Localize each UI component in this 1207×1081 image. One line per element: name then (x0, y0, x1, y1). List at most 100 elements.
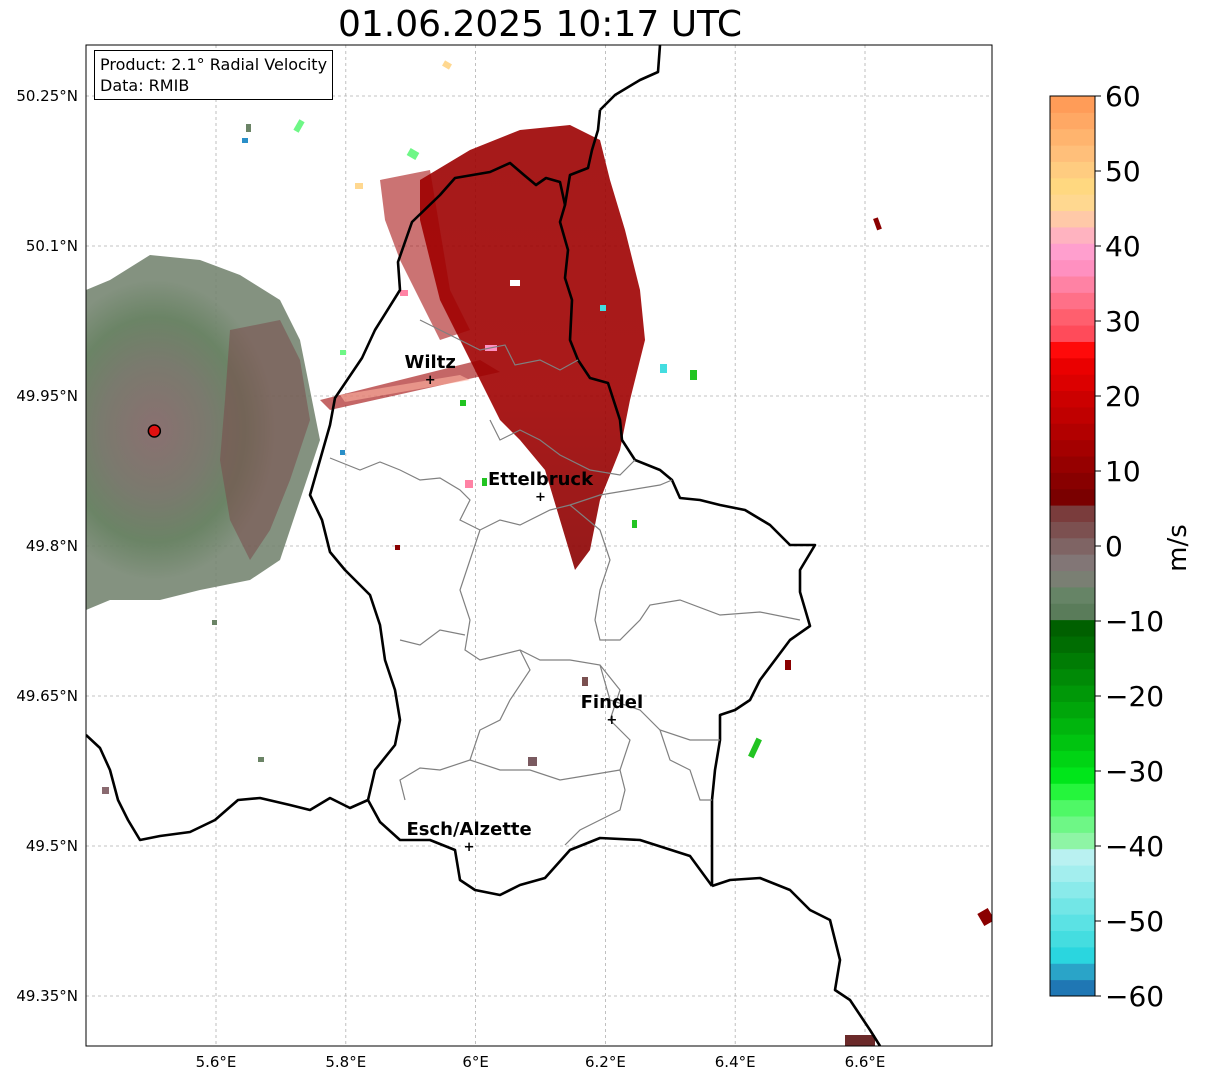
border-germany-france (711, 876, 882, 1046)
colorbar-tick-label: −10 (1105, 605, 1164, 638)
lat-tick-label: 50.25°N (16, 87, 78, 105)
colorbar-segment (1050, 717, 1095, 735)
colorbar-segment (1050, 914, 1095, 932)
colorbar-tick-label: 10 (1105, 455, 1141, 488)
data-source-line: Data: RMIB (100, 76, 190, 95)
colorbar-segment (1050, 488, 1095, 506)
city-labels: +Wiltz+Ettelbruck+Findel+Esch/Alzette (405, 352, 644, 855)
colorbar-tick-label: 0 (1105, 530, 1123, 563)
colorbar-segment (1050, 521, 1095, 539)
colorbar-segment (1050, 472, 1095, 490)
colorbar-segment (1050, 586, 1095, 604)
storm-area-north (420, 125, 645, 570)
radar-site-marker (147, 424, 162, 438)
colorbar-segment (1050, 652, 1095, 670)
colorbar-segment (1050, 210, 1095, 228)
lat-tick-label: 50.1°N (26, 237, 78, 255)
lat-tick-label: 49.35°N (16, 987, 78, 1005)
colorbar-segment (1050, 96, 1095, 113)
lon-tick-label: 6.2°E (585, 1053, 626, 1071)
lon-tick-label: 6.6°E (845, 1053, 886, 1071)
colorbar-segment (1050, 259, 1095, 277)
colorbar-segment (1050, 325, 1095, 342)
colorbar-tick-label: 20 (1105, 380, 1141, 413)
plot-frame (85, 44, 993, 1047)
colorbar-segment (1050, 881, 1095, 899)
colorbar-segment (1050, 112, 1095, 130)
colorbar-segment (1050, 505, 1095, 522)
lon-tick-label: 6°E (462, 1053, 489, 1071)
colorbar-segment (1050, 865, 1095, 882)
latitude-tick-labels: 50.25°N 50.1°N 49.95°N 49.8°N 49.65°N 49.5°N 4… (16, 87, 78, 1005)
city-label: Esch/Alzette (406, 819, 531, 840)
city-marker: + (535, 490, 546, 505)
colorbar-segment (1050, 177, 1095, 195)
colorbar-segment (1050, 292, 1095, 310)
lat-tick-label: 49.8°N (26, 537, 78, 555)
colorbar-segment (1050, 603, 1095, 621)
map-title: 01.06.2025 10:17 UTC (337, 4, 743, 45)
country-borders (86, 45, 882, 1046)
colorbar-segment (1050, 734, 1095, 752)
colorbar-segment (1050, 406, 1095, 424)
city-label: Findel (581, 692, 644, 713)
colorbar-segment (1050, 128, 1095, 146)
colorbar-segment (1050, 161, 1095, 179)
colorbar-segment (1050, 423, 1095, 441)
storm-area-west (380, 170, 470, 340)
lat-tick-label: 49.95°N (16, 387, 78, 405)
colorbar-segment (1050, 668, 1095, 686)
colorbar-tick-label: 60 (1105, 80, 1141, 113)
colorbar-unit-label: m/s (1163, 524, 1193, 572)
colorbar-segment (1050, 276, 1095, 293)
colorbar-segment (1050, 390, 1095, 408)
colorbar-segment (1050, 374, 1095, 392)
lat-tick-label: 49.5°N (26, 837, 78, 855)
colorbar-segment (1050, 701, 1095, 719)
colorbar-segment (1050, 308, 1095, 326)
colorbar-segment (1050, 570, 1095, 588)
city-label: Wiltz (405, 352, 456, 373)
border-lux-belgium (308, 161, 817, 886)
colorbar-segment (1050, 341, 1095, 359)
colorbar-segment (1050, 963, 1095, 981)
colorbar-segment (1050, 357, 1095, 375)
colorbar-segment (1050, 930, 1095, 948)
colorbar-segment (1050, 946, 1095, 964)
colorbar-tick-label: 40 (1105, 230, 1141, 263)
city-marker: + (425, 373, 436, 388)
colorbar-tick-label: −50 (1105, 905, 1164, 938)
lon-tick-label: 5.8°E (325, 1053, 366, 1071)
colorbar-tick-labels: 60 50 40 30 20 10 0 −10 −20 −30 −40 −50 −60 (1095, 80, 1164, 1013)
colorbar-segment (1050, 456, 1095, 473)
colorbar-segment (1050, 799, 1095, 817)
colorbar-segment (1050, 897, 1095, 915)
city-marker: + (464, 840, 475, 855)
colorbar-segment (1050, 979, 1095, 997)
colorbar-segment (1050, 832, 1095, 850)
city-marker: + (606, 713, 617, 728)
colorbar-segment (1050, 145, 1095, 162)
lon-tick-label: 5.6°E (196, 1053, 237, 1071)
colorbar-segment (1050, 766, 1095, 784)
colorbar-segment (1050, 816, 1095, 833)
colorbar-tick-label: −60 (1105, 980, 1164, 1013)
product-line: Product: 2.1° Radial Velocity (100, 55, 328, 74)
colorbar-segment (1050, 783, 1095, 801)
colorbar-segment (1050, 439, 1095, 457)
colorbar-segment (1050, 226, 1095, 244)
colorbar-tick-label: 30 (1105, 305, 1141, 338)
colorbar-segment (1050, 554, 1095, 572)
colorbar-segment (1050, 636, 1095, 653)
colorbar-segment (1050, 243, 1095, 261)
canton-borders (329, 319, 801, 846)
city-label: Ettelbruck (488, 469, 594, 490)
colorbar-segment (1050, 194, 1095, 212)
longitude-tick-labels: 5.6°E 5.8°E 6°E 6.2°E 6.4°E 6.6°E (196, 1053, 886, 1071)
border-belgium-france-west (86, 734, 714, 897)
colorbar-segment (1050, 619, 1095, 637)
lat-tick-label: 49.65°N (16, 687, 78, 705)
colorbar-segment (1050, 685, 1095, 702)
colorbar-tick-label: −20 (1105, 680, 1164, 713)
